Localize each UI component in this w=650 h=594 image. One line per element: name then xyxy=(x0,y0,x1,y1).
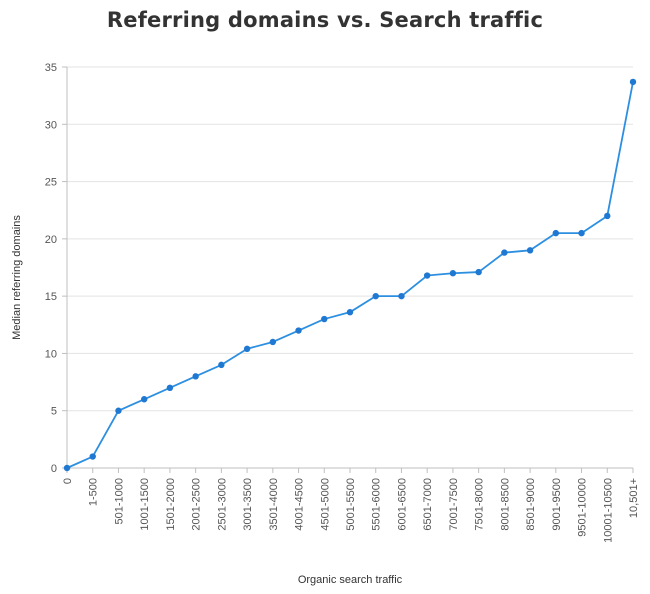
y-tick-label: 0 xyxy=(51,463,57,475)
series-line xyxy=(66,81,634,469)
data-point xyxy=(140,396,148,403)
gridlines xyxy=(67,66,633,412)
x-tick-label: 2501-3000 xyxy=(216,478,228,531)
data-point xyxy=(526,247,534,254)
data-point xyxy=(475,268,482,276)
data-point xyxy=(243,345,251,353)
x-tick-label: 4001-4500 xyxy=(294,478,306,531)
x-tick-label: 7001-7500 xyxy=(448,478,460,531)
y-tick-label: 15 xyxy=(45,291,57,303)
x-axis-label: Organic search traffic xyxy=(298,574,403,586)
x-tick-label: 0 xyxy=(62,478,74,484)
data-point xyxy=(501,249,508,256)
data-point xyxy=(89,453,96,460)
x-tick-label: 6001-6500 xyxy=(396,478,408,531)
data-point xyxy=(192,373,199,380)
data-point xyxy=(629,78,637,86)
y-axis-label: Median referring domains xyxy=(11,215,23,340)
y-tick-label: 30 xyxy=(45,119,57,131)
x-tick-label: 10,501+ xyxy=(628,478,640,518)
x-tick-label: 1501-2000 xyxy=(165,478,177,531)
x-tick-label: 5001-5500 xyxy=(345,478,357,531)
x-tick-label: 8001-8500 xyxy=(499,478,511,531)
axes xyxy=(62,66,634,473)
data-point xyxy=(166,384,174,391)
y-tick-label: 10 xyxy=(45,348,57,360)
data-point xyxy=(423,272,431,279)
x-tick-label: 9501-10000 xyxy=(577,478,589,537)
data-point xyxy=(346,308,354,316)
tick-labels: 0 5 10 15 20 25 30 35 0 1-500 501-1000 1001-1500 150… xyxy=(45,62,640,543)
x-tick-label: 1-500 xyxy=(88,478,100,506)
data-point xyxy=(398,292,405,300)
x-tick-label: 7501-8000 xyxy=(474,478,486,531)
x-tick-label: 2001-2500 xyxy=(191,478,203,531)
data-point xyxy=(372,292,379,300)
y-tick-label: 5 xyxy=(51,406,57,418)
x-tick-label: 4501-5000 xyxy=(319,478,331,531)
x-tick-label: 9001-9500 xyxy=(551,478,563,531)
y-tick-label: 25 xyxy=(45,177,57,189)
x-tick-label: 10001-10500 xyxy=(602,478,614,543)
x-tick-label: 501-1000 xyxy=(113,478,125,525)
x-tick-label: 3501-4000 xyxy=(268,478,280,531)
data-point xyxy=(295,327,302,334)
data-point xyxy=(63,464,71,472)
series xyxy=(63,78,637,472)
data-point xyxy=(604,212,611,220)
x-tick-label: 1001-1500 xyxy=(139,478,151,531)
data-point xyxy=(449,270,457,277)
data-point xyxy=(552,229,560,237)
x-tick-label: 3001-3500 xyxy=(242,478,254,531)
data-point xyxy=(578,229,585,237)
x-tick-label: 5501-6000 xyxy=(371,478,383,531)
data-point xyxy=(321,315,328,323)
x-tick-label: 6501-7000 xyxy=(422,478,434,531)
y-tick-label: 20 xyxy=(45,234,57,246)
data-point xyxy=(218,361,225,369)
y-tick-label: 35 xyxy=(45,62,57,74)
data-point xyxy=(269,338,277,346)
x-tick-label: 8501-9000 xyxy=(525,478,537,531)
chart-title: Referring domains vs. Search traffic xyxy=(106,8,544,32)
data-point xyxy=(115,407,122,414)
